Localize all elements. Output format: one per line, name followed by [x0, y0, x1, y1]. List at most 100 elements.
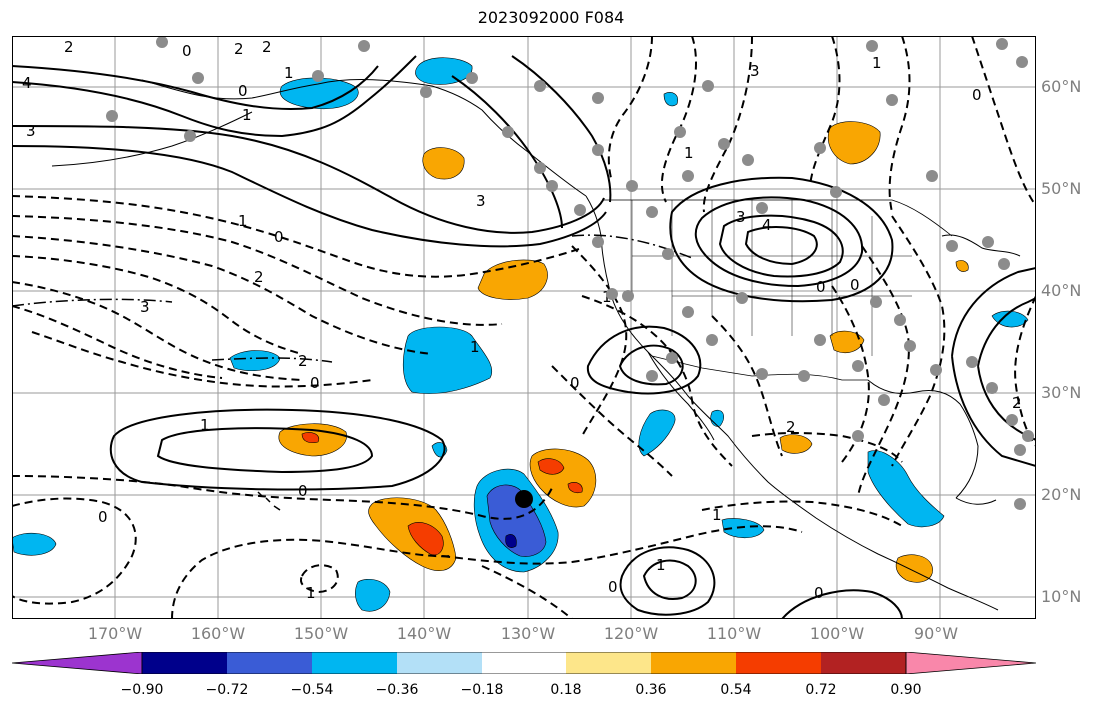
anomaly-negative [415, 57, 473, 85]
station-dot [814, 142, 826, 154]
station-dot [756, 202, 768, 214]
station-dot [626, 180, 638, 192]
anomaly-negative [867, 450, 945, 528]
station-dot [106, 110, 118, 122]
dashed-contour [441, 525, 803, 565]
lat-label-60n: 60°N [1041, 77, 1082, 96]
colorbar-tick: 0.90 [890, 682, 922, 698]
station-dot [1022, 430, 1034, 442]
contour-label: 0 [274, 228, 284, 246]
dashed-contour [11, 475, 553, 520]
station-dot [930, 364, 942, 376]
station-dot [702, 80, 714, 92]
station-dot [904, 340, 916, 352]
contour-label: 2 [262, 38, 272, 56]
lat-label-10n: 10°N [1041, 587, 1082, 606]
contour-label: 2 [234, 40, 244, 58]
station-dot [534, 162, 546, 174]
station-dot [830, 186, 842, 198]
anomaly-strong [505, 534, 517, 548]
station-dot [662, 248, 674, 260]
anomaly-negative [402, 326, 492, 394]
contour-label: 0 [850, 276, 860, 294]
dashed-contour [11, 215, 503, 326]
alaska-coast [141, 79, 587, 197]
solid-contour [618, 344, 684, 386]
contour-label: 2 [1012, 394, 1022, 412]
colorbar-tick: −0.90 [120, 682, 164, 698]
dashed-contour [711, 315, 783, 457]
station-dot [184, 130, 196, 142]
station-dot [1006, 414, 1018, 426]
anomaly-negative [991, 310, 1029, 328]
great-lakes [941, 234, 1021, 257]
contours-dashed [11, 35, 1037, 620]
colorbar-segment [482, 652, 566, 674]
station-dot [502, 126, 514, 138]
colorbar-tick: −0.36 [375, 682, 419, 698]
contour-label: 1 [284, 64, 294, 82]
station-dot [736, 292, 748, 304]
dashed-contour [701, 500, 903, 527]
anomaly-positive-strong [407, 522, 444, 556]
station-dot [1014, 498, 1026, 510]
station-dot [946, 240, 958, 252]
dashed-contour [607, 35, 653, 183]
station-dot [592, 144, 604, 156]
station-dot [1016, 56, 1028, 68]
station-dot [886, 94, 898, 106]
contour-label: 0 [608, 578, 618, 596]
solid-contour [511, 55, 612, 203]
station-dot [592, 92, 604, 104]
station-dot [798, 370, 810, 382]
station-dot [574, 204, 586, 216]
colorbar-tick: −0.72 [205, 682, 249, 698]
contour-label: 0 [972, 86, 982, 104]
contour-label: 0 [98, 508, 108, 526]
solid-contour [11, 125, 605, 234]
station-dot [718, 138, 730, 150]
colorbar-segment [651, 652, 736, 674]
lat-label-30n: 30°N [1041, 383, 1082, 402]
dashed-contour [11, 195, 583, 278]
station-dot [982, 236, 994, 248]
dashed-contour [11, 255, 303, 355]
station-dot [742, 154, 754, 166]
anomaly-negative [355, 579, 391, 612]
anomaly-positive [779, 434, 813, 454]
dashed-contour [551, 365, 673, 477]
solid-contour [586, 325, 702, 395]
station-dot [358, 40, 370, 52]
contour-label: 0 [298, 482, 308, 500]
dashed-contour [702, 35, 753, 213]
solid-contour [11, 145, 607, 248]
anomaly-positive-strong [537, 458, 565, 475]
station-dot [466, 72, 478, 84]
lat-label-20n: 20°N [1041, 485, 1082, 504]
anomaly-positive-strong [567, 482, 583, 494]
station-dot [926, 170, 938, 182]
dashdot-contour [571, 234, 693, 259]
anomaly-negative [663, 92, 678, 107]
anomaly-positive [422, 147, 465, 180]
contour-label: 2 [786, 418, 796, 436]
dashdot-contour [211, 357, 333, 363]
dashed-contour [11, 497, 137, 605]
contour-label: 0 [816, 278, 826, 296]
anomaly-positive [477, 259, 548, 300]
solid-contour [619, 546, 716, 616]
station-dot [156, 36, 168, 48]
contour-label: 1 [242, 106, 252, 124]
contour-label: 0 [238, 82, 248, 100]
dashed-contour [11, 281, 303, 381]
map-canvas: 2 0 2 2 1 0 4 3 1 0 1 2 3 0 1 3 3 4 0 0 … [11, 35, 1037, 620]
station-dot [674, 126, 686, 138]
station-dot [666, 352, 678, 364]
station-dot [420, 86, 432, 98]
storm-center-marker [515, 490, 533, 508]
anomaly-negative [710, 409, 724, 427]
station-dot [646, 370, 658, 382]
colorbar-tick: 0.36 [635, 682, 667, 698]
dashed-contour [571, 245, 628, 437]
colorbar-segment [566, 652, 651, 674]
